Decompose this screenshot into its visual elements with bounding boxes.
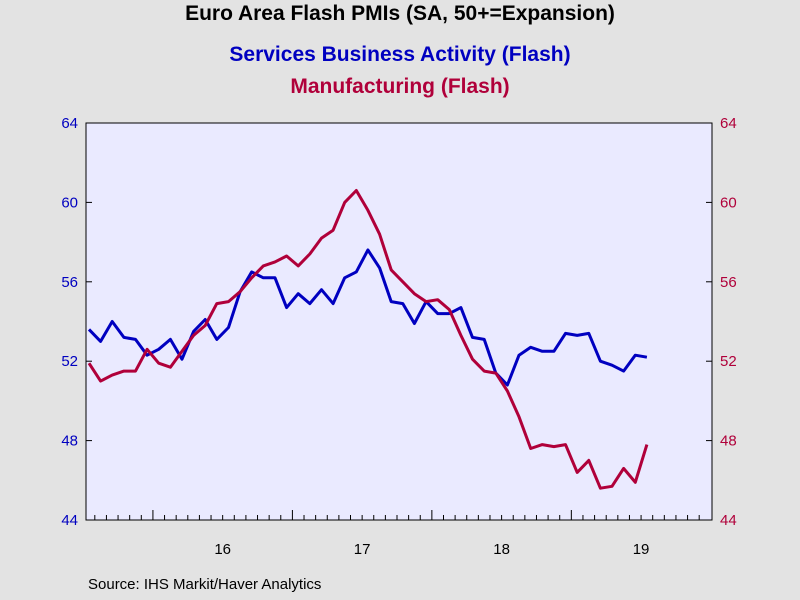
services-series-line bbox=[87, 248, 648, 387]
left-axis-tick-label: 64 bbox=[61, 115, 78, 132]
right-axis-tick-label: 60 bbox=[720, 194, 737, 211]
left-axis-tick-label: 48 bbox=[61, 433, 78, 450]
x-axis-tick-label: 18 bbox=[493, 541, 510, 558]
left-axis: 44 48 52 56 60 64 bbox=[61, 115, 92, 529]
right-axis-tick-label: 52 bbox=[720, 353, 737, 370]
services-series-title: Services Business Activity (Flash) bbox=[229, 43, 571, 66]
left-axis-tick-label: 52 bbox=[61, 353, 78, 370]
manufacturing-series-line bbox=[87, 189, 649, 490]
left-axis-tick-label: 44 bbox=[61, 512, 78, 529]
left-axis-tick-label: 60 bbox=[61, 194, 78, 211]
plot-area bbox=[85, 122, 713, 521]
left-axis-tick-label: 56 bbox=[61, 274, 78, 291]
x-axis: 16 17 18 19 bbox=[94, 510, 700, 558]
series-layer bbox=[87, 189, 649, 490]
right-axis-tick-label: 56 bbox=[720, 274, 737, 291]
right-axis-tick-label: 48 bbox=[720, 433, 737, 450]
right-axis-tick-label: 64 bbox=[720, 115, 737, 132]
chart-title: Euro Area Flash PMIs (SA, 50+=Expansion) bbox=[185, 2, 615, 25]
x-axis-tick-label: 19 bbox=[633, 541, 650, 558]
manufacturing-series-title: Manufacturing (Flash) bbox=[290, 75, 510, 98]
right-axis: 44 48 52 56 60 64 bbox=[706, 115, 737, 529]
x-axis-tick-label: 16 bbox=[214, 541, 231, 558]
source-note: Source: IHS Markit/Haver Analytics bbox=[88, 576, 322, 593]
right-axis-tick-label: 44 bbox=[720, 512, 737, 529]
x-axis-tick-label: 17 bbox=[354, 541, 371, 558]
